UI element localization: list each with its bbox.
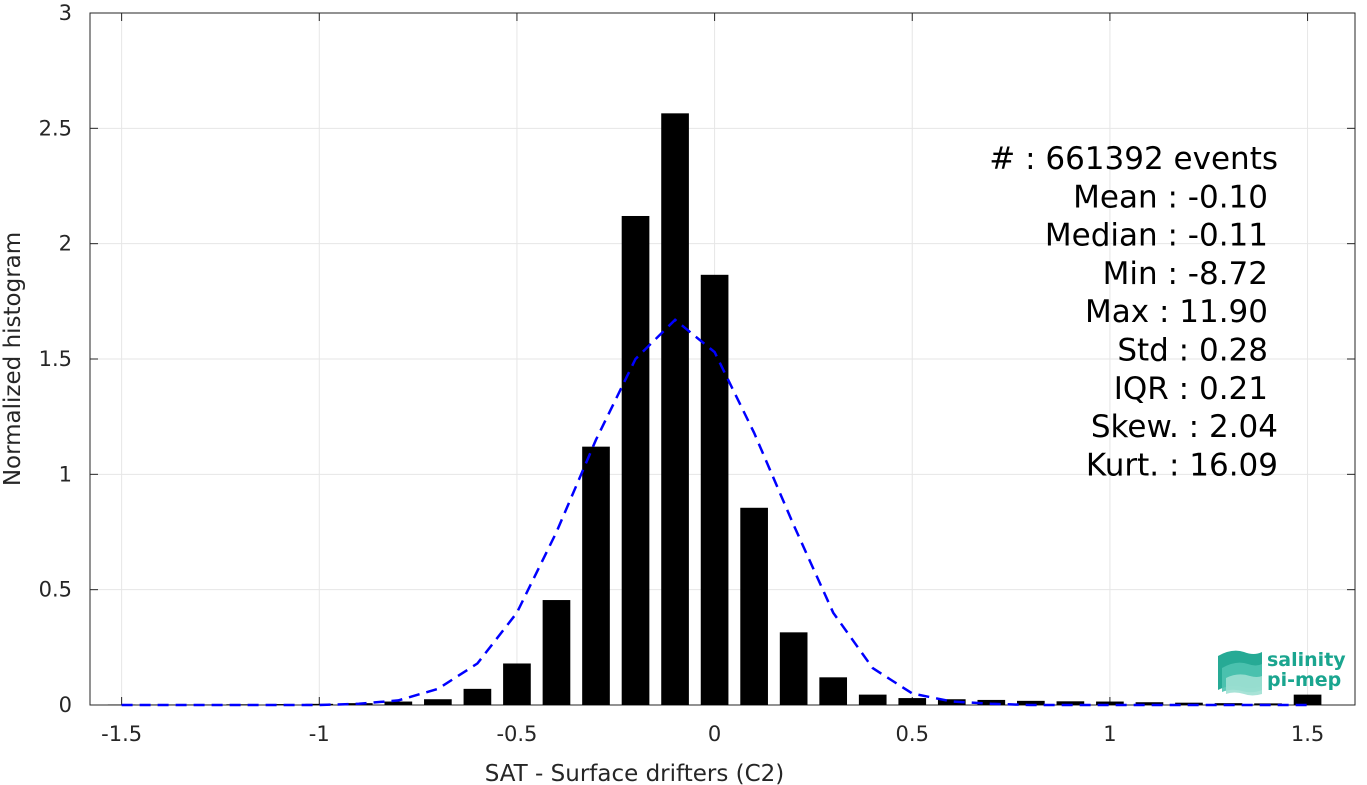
- histogram-bar: [582, 446, 610, 705]
- stat-line: Min : -8.72: [1103, 256, 1268, 292]
- y-tick-label: 0: [59, 693, 72, 717]
- histogram-bar: [621, 215, 650, 705]
- x-tick-label: -1.5: [101, 722, 142, 746]
- histogram-bar: [424, 699, 452, 705]
- stat-line: Mean : -0.10: [1073, 179, 1268, 215]
- stat-line: Median : -0.11: [1045, 218, 1268, 254]
- x-tick-label: -1: [309, 722, 330, 746]
- histogram-bar: [265, 704, 294, 705]
- histogram-bar: [305, 703, 334, 705]
- logo-text-salinity: salinity: [1267, 649, 1346, 671]
- x-tick-label: -0.5: [496, 722, 537, 746]
- histogram-bar: [661, 113, 689, 706]
- histogram-bar: [740, 507, 768, 705]
- histogram-bar: [937, 699, 966, 705]
- y-tick-label: 2.5: [39, 116, 72, 140]
- histogram-bar: [1096, 701, 1124, 705]
- stat-line: Skew. : 2.04: [1091, 409, 1278, 445]
- x-tick-label: 1.5: [1291, 722, 1324, 746]
- x-tick-label: 0: [708, 722, 721, 746]
- x-tick-label: 0.5: [896, 722, 929, 746]
- histogram-bar: [858, 694, 887, 705]
- x-axis-label: SAT - Surface drifters (C2): [485, 761, 785, 785]
- histogram-bar: [977, 699, 1006, 705]
- histogram-bar: [779, 632, 808, 705]
- y-tick-label: 3: [59, 1, 72, 25]
- stat-line: Kurt. : 16.09: [1086, 447, 1278, 483]
- gaussian-fit-curve: [121, 318, 1308, 707]
- stat-line: IQR : 0.21: [1114, 371, 1268, 407]
- histogram-bars: [107, 113, 1322, 706]
- salinity-pi-mep-logo: salinity pi-mep: [1218, 649, 1346, 696]
- y-axis-label: Normalized histogram: [0, 232, 26, 486]
- histogram-bar: [700, 274, 729, 705]
- stat-line: Max : 11.90: [1085, 294, 1268, 330]
- logo-text-pi-mep: pi-mep: [1267, 669, 1341, 691]
- histogram-bar: [1135, 702, 1164, 705]
- axis-ticks: -1.5 -1 -0.5 0 0.5 1 1.5 0 0.5 1 1.5 2 2.5 3: [39, 1, 1355, 746]
- x-tick-label: 1: [1103, 722, 1116, 746]
- y-tick-label: 1: [59, 462, 72, 486]
- stat-line: # : 661392 events: [989, 141, 1278, 177]
- histogram-bar: [819, 677, 848, 705]
- histogram-bar: [1017, 700, 1045, 705]
- y-tick-label: 2: [59, 232, 72, 256]
- y-tick-label: 0.5: [39, 578, 72, 602]
- histogram-bar: [463, 688, 492, 705]
- histogram-bar: [1056, 701, 1085, 705]
- histogram-bar: [542, 600, 571, 705]
- histogram-bar: [898, 698, 927, 705]
- y-tick-label: 1.5: [39, 347, 72, 371]
- histogram-bar: [1293, 694, 1322, 705]
- logo-wave-icon: [1218, 650, 1262, 696]
- stat-line: Std : 0.28: [1117, 333, 1268, 369]
- histogram-bar: [503, 663, 531, 705]
- histogram-bar: [384, 701, 413, 705]
